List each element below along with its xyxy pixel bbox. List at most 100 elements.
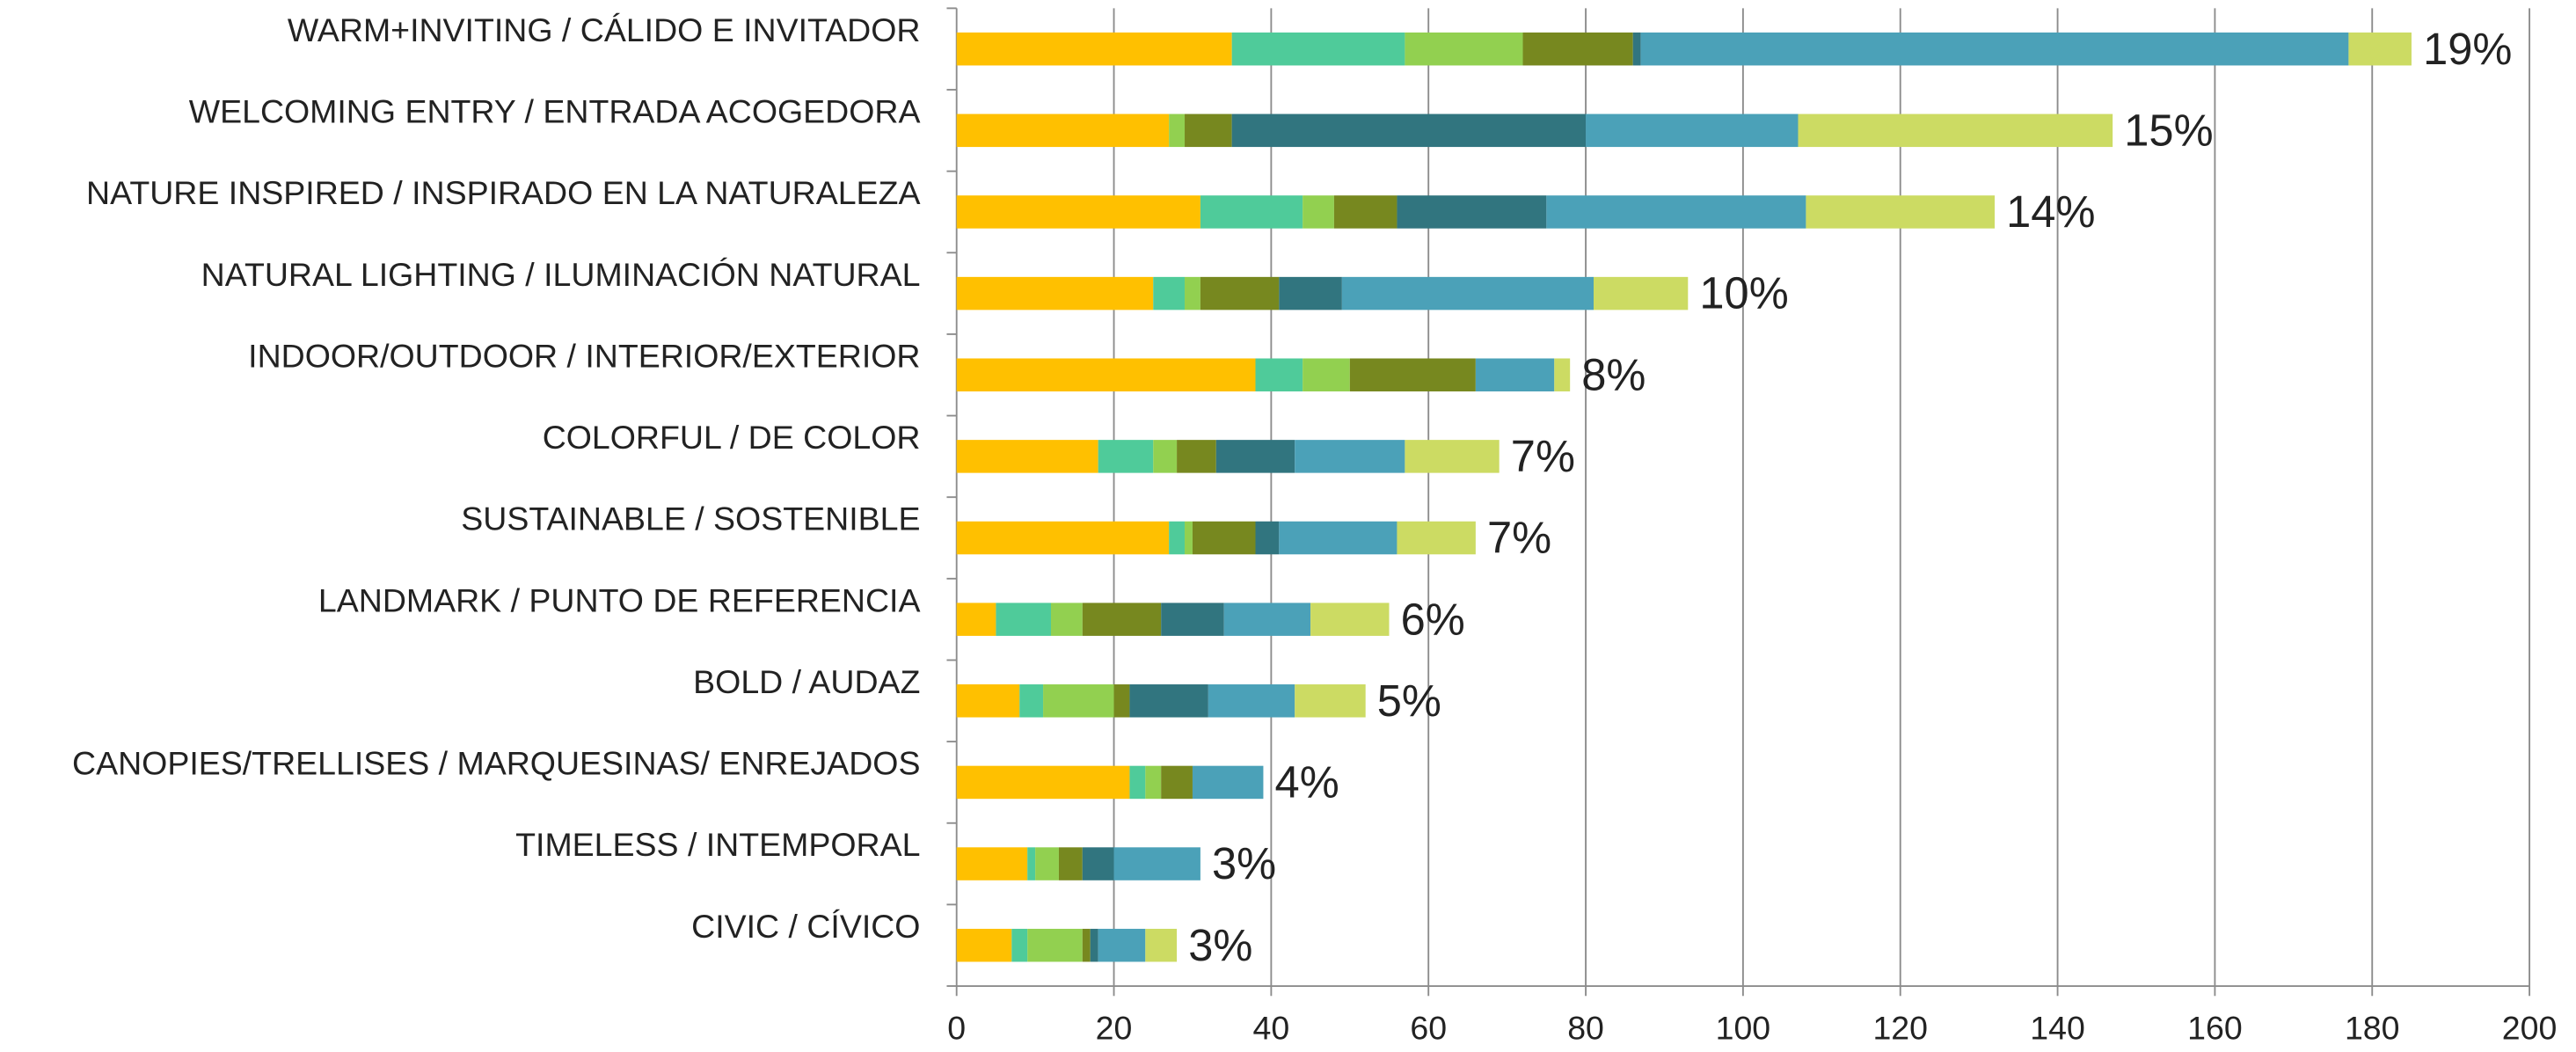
category-label: LANDMARK / PUNTO DE REFERENCIA	[318, 581, 921, 618]
category-label: CIVIC / CÍVICO	[691, 908, 920, 945]
total-label: 19%	[2423, 24, 2512, 74]
bar-segment	[1586, 113, 1799, 148]
bar-segment	[1169, 113, 1186, 148]
bar-segment	[1310, 603, 1390, 636]
bar-segment	[1349, 358, 1476, 391]
bar-segment	[1145, 765, 1162, 800]
category-label: BOLD / AUDAZ	[693, 663, 920, 700]
bar-segment	[1640, 32, 2349, 66]
bar-segment	[1397, 195, 1547, 229]
bar-segment	[1475, 358, 1555, 391]
bar-segment	[1341, 276, 1594, 310]
bar-segment	[1051, 603, 1083, 636]
bar-segment	[956, 195, 1200, 229]
bar-segment	[1295, 684, 1366, 718]
total-label: 4%	[1275, 757, 1339, 807]
bar-segment	[1185, 276, 1200, 310]
total-label: 3%	[1212, 838, 1276, 888]
bar-segment	[1303, 195, 1334, 229]
x-tick-label: 40	[1253, 1010, 1290, 1047]
bar-segment	[956, 847, 1028, 880]
bar-segment	[1208, 684, 1295, 718]
bar-segment	[1153, 276, 1186, 310]
bar-segment	[1223, 603, 1311, 636]
bar-segment	[1554, 358, 1571, 391]
category-label: NATURE INSPIRED / INSPIRADO EN LA NATURA…	[86, 174, 920, 211]
total-label: 6%	[1401, 594, 1465, 644]
bar-segment	[1192, 765, 1264, 800]
x-tick-label: 60	[1410, 1010, 1447, 1047]
bar-segment	[1129, 765, 1146, 800]
bar-segment	[1153, 440, 1178, 473]
bar-segment	[1255, 521, 1280, 555]
category-label: CANOPIES/TRELLISES / MARQUESINAS/ ENREJA…	[72, 745, 920, 782]
bar-segment	[1082, 928, 1091, 962]
bar-segment	[1098, 440, 1154, 473]
bar-segment	[1593, 276, 1689, 310]
bar-segment	[1231, 32, 1405, 66]
bar-segment	[1279, 276, 1342, 310]
x-tick-label: 20	[1096, 1010, 1133, 1047]
bar-segment	[1113, 847, 1200, 880]
x-tick-label: 180	[2345, 1010, 2400, 1047]
bar-segment	[996, 603, 1052, 636]
bar-segment	[1161, 603, 1224, 636]
bar-segment	[1333, 195, 1397, 229]
x-tick-label: 80	[1567, 1010, 1604, 1047]
bar-segment	[1098, 928, 1146, 962]
category-label: COLORFUL / DE COLOR	[543, 419, 921, 456]
x-tick-label: 0	[947, 1010, 966, 1047]
bar-segment	[1405, 440, 1500, 473]
total-label: 5%	[1377, 676, 1441, 726]
bar-segment	[956, 358, 1256, 391]
category-label: WELCOMING ENTRY / ENTRADA ACOGEDORA	[189, 92, 921, 129]
bar-segment	[1169, 521, 1186, 555]
bar-segment	[1129, 684, 1208, 718]
bar-segment	[1405, 32, 1523, 66]
total-label: 7%	[1487, 513, 1551, 563]
total-label: 3%	[1188, 920, 1252, 970]
bar-segment	[1019, 684, 1044, 718]
bar-segment	[1090, 928, 1098, 962]
bar-segment	[956, 684, 1020, 718]
total-label: 15%	[2124, 105, 2213, 155]
bar-segment	[1632, 32, 1641, 66]
bar-segment	[1798, 113, 2113, 148]
bar-segment	[956, 603, 996, 636]
bar-segment	[1546, 195, 1806, 229]
bar-segment	[956, 521, 1170, 555]
bar-segment	[956, 32, 1232, 66]
bar-segment	[1027, 928, 1083, 962]
bar-segment	[1043, 684, 1114, 718]
category-label: TIMELESS / INTEMPORAL	[515, 826, 920, 863]
bar-segment	[1522, 32, 1633, 66]
bar-segment	[1185, 113, 1232, 148]
bar-segment	[956, 928, 1012, 962]
bar-segment	[2348, 32, 2412, 66]
bar-segment	[1145, 928, 1178, 962]
bar-segment	[1082, 603, 1162, 636]
bar-segment	[956, 440, 1098, 473]
bar-segment	[1192, 521, 1256, 555]
bar-segment	[1200, 276, 1280, 310]
category-label: INDOOR/OUTDOOR / INTERIOR/EXTERIOR	[248, 337, 920, 374]
x-tick-label: 100	[1716, 1010, 1771, 1047]
bar-segment	[1231, 113, 1587, 148]
bar-segment	[956, 765, 1130, 800]
bar-segment	[1806, 195, 1996, 229]
total-label: 7%	[1511, 431, 1575, 481]
category-label: NATURAL LIGHTING / ILUMINACIÓN NATURAL	[201, 256, 921, 293]
x-tick-label: 140	[2030, 1010, 2085, 1047]
x-tick-label: 200	[2502, 1010, 2558, 1047]
bar-segment	[1279, 521, 1397, 555]
category-label: SUSTAINABLE / SOSTENIBLE	[461, 500, 920, 537]
bar-segment	[1397, 521, 1476, 555]
bar-segment	[956, 113, 1170, 148]
bar-segment	[1185, 521, 1193, 555]
bar-segment	[1295, 440, 1405, 473]
bar-segment	[1177, 440, 1216, 473]
bar-segment	[1255, 358, 1303, 391]
bar-segment	[1215, 440, 1295, 473]
total-label: 10%	[1699, 268, 1788, 318]
